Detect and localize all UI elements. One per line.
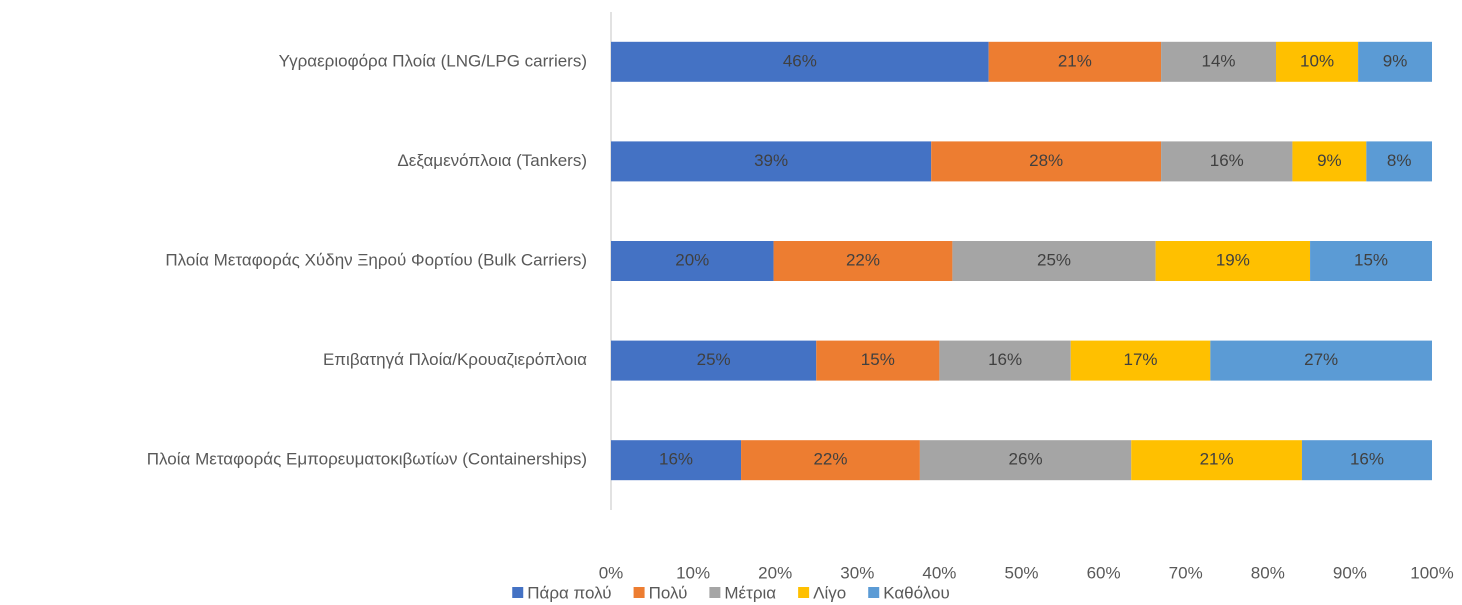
y-tick-label: Δεξαμενόπλοια (Tankers)	[397, 151, 587, 170]
bar-segment	[1161, 41, 1277, 82]
x-tick-label: 60%	[1087, 563, 1121, 582]
data-label: 27%	[1304, 350, 1338, 369]
x-tick-label: 80%	[1251, 563, 1285, 582]
data-label: 21%	[1058, 51, 1092, 70]
data-label: 16%	[1350, 450, 1384, 469]
data-label: 9%	[1383, 51, 1408, 70]
data-label: 28%	[1029, 151, 1063, 170]
x-tick-label: 30%	[840, 563, 874, 582]
bar-segment	[1276, 41, 1359, 82]
data-label: 10%	[1300, 51, 1334, 70]
legend-swatch	[512, 587, 524, 598]
data-label: 14%	[1202, 51, 1236, 70]
bar-segment	[919, 440, 1132, 481]
data-label: 22%	[846, 250, 880, 269]
legend-label: Πάρα πολύ	[527, 583, 611, 602]
legend-label: Λίγο	[813, 583, 846, 602]
bar-segment	[741, 440, 920, 481]
x-tick-label: 90%	[1333, 563, 1367, 582]
x-tick-label: 40%	[922, 563, 956, 582]
data-label: 15%	[861, 350, 895, 369]
x-tick-label: 50%	[1004, 563, 1038, 582]
legend-label: Μέτρια	[724, 583, 776, 602]
x-tick-label: 70%	[1169, 563, 1203, 582]
data-label: 21%	[1200, 450, 1234, 469]
data-label: 26%	[1009, 450, 1043, 469]
bar-segment	[1070, 340, 1211, 381]
bar-segment	[1301, 440, 1432, 481]
data-label: 9%	[1317, 151, 1342, 170]
bar-segment	[1292, 141, 1367, 182]
bar-segment	[1310, 241, 1432, 281]
y-tick-label: Επιβατηγά Πλοία/Κρουαζιερόπλοια	[323, 350, 587, 369]
legend-swatch	[709, 587, 721, 598]
data-label: 22%	[813, 450, 847, 469]
legend-label: Καθόλου	[883, 583, 950, 602]
x-tick-label: 0%	[599, 563, 624, 582]
bar-segment	[816, 340, 940, 381]
data-label: 16%	[988, 350, 1022, 369]
bar-segment	[1210, 340, 1432, 381]
data-label: 16%	[659, 450, 693, 469]
data-label: 46%	[783, 51, 817, 70]
legend-swatch	[868, 587, 880, 598]
bar-segment	[1366, 141, 1432, 182]
x-tick-label: 20%	[758, 563, 792, 582]
data-label: 25%	[1037, 250, 1071, 269]
bar-segment	[1155, 241, 1311, 281]
bar-segment	[611, 440, 742, 481]
bar-segment	[773, 241, 953, 281]
data-label: 16%	[1210, 151, 1244, 170]
bar-segment	[1131, 440, 1302, 481]
bar-segment	[939, 340, 1071, 381]
bar-segment	[1358, 41, 1432, 82]
bar-segment	[611, 340, 817, 381]
y-tick-label: Πλοία Μεταφοράς Εμπορευματοκιβωτίων (Con…	[147, 450, 587, 469]
bar-segment	[611, 241, 774, 281]
data-label: 8%	[1387, 151, 1412, 170]
legend-label: Πολύ	[649, 583, 688, 602]
data-label: 17%	[1124, 350, 1158, 369]
bar-segment	[952, 241, 1156, 281]
bar-segment	[1161, 141, 1293, 182]
data-label: 19%	[1216, 250, 1250, 269]
data-label: 20%	[675, 250, 709, 269]
data-label: 15%	[1354, 250, 1388, 269]
x-tick-label: 100%	[1410, 563, 1453, 582]
bar-segment	[931, 141, 1162, 182]
y-tick-label: Πλοία Μεταφοράς Χύδην Ξηρού Φορτίου (Bul…	[165, 250, 587, 269]
legend-swatch	[633, 587, 645, 598]
legend-swatch	[798, 587, 810, 598]
x-tick-label: 10%	[676, 563, 710, 582]
data-label: 39%	[754, 151, 788, 170]
bar-segment	[988, 41, 1162, 82]
data-label: 25%	[697, 350, 731, 369]
bar-segment	[611, 141, 932, 182]
bar-segment	[611, 41, 989, 82]
y-tick-label: Υγραεριοφόρα Πλοία (LNG/LPG carriers)	[279, 51, 587, 70]
